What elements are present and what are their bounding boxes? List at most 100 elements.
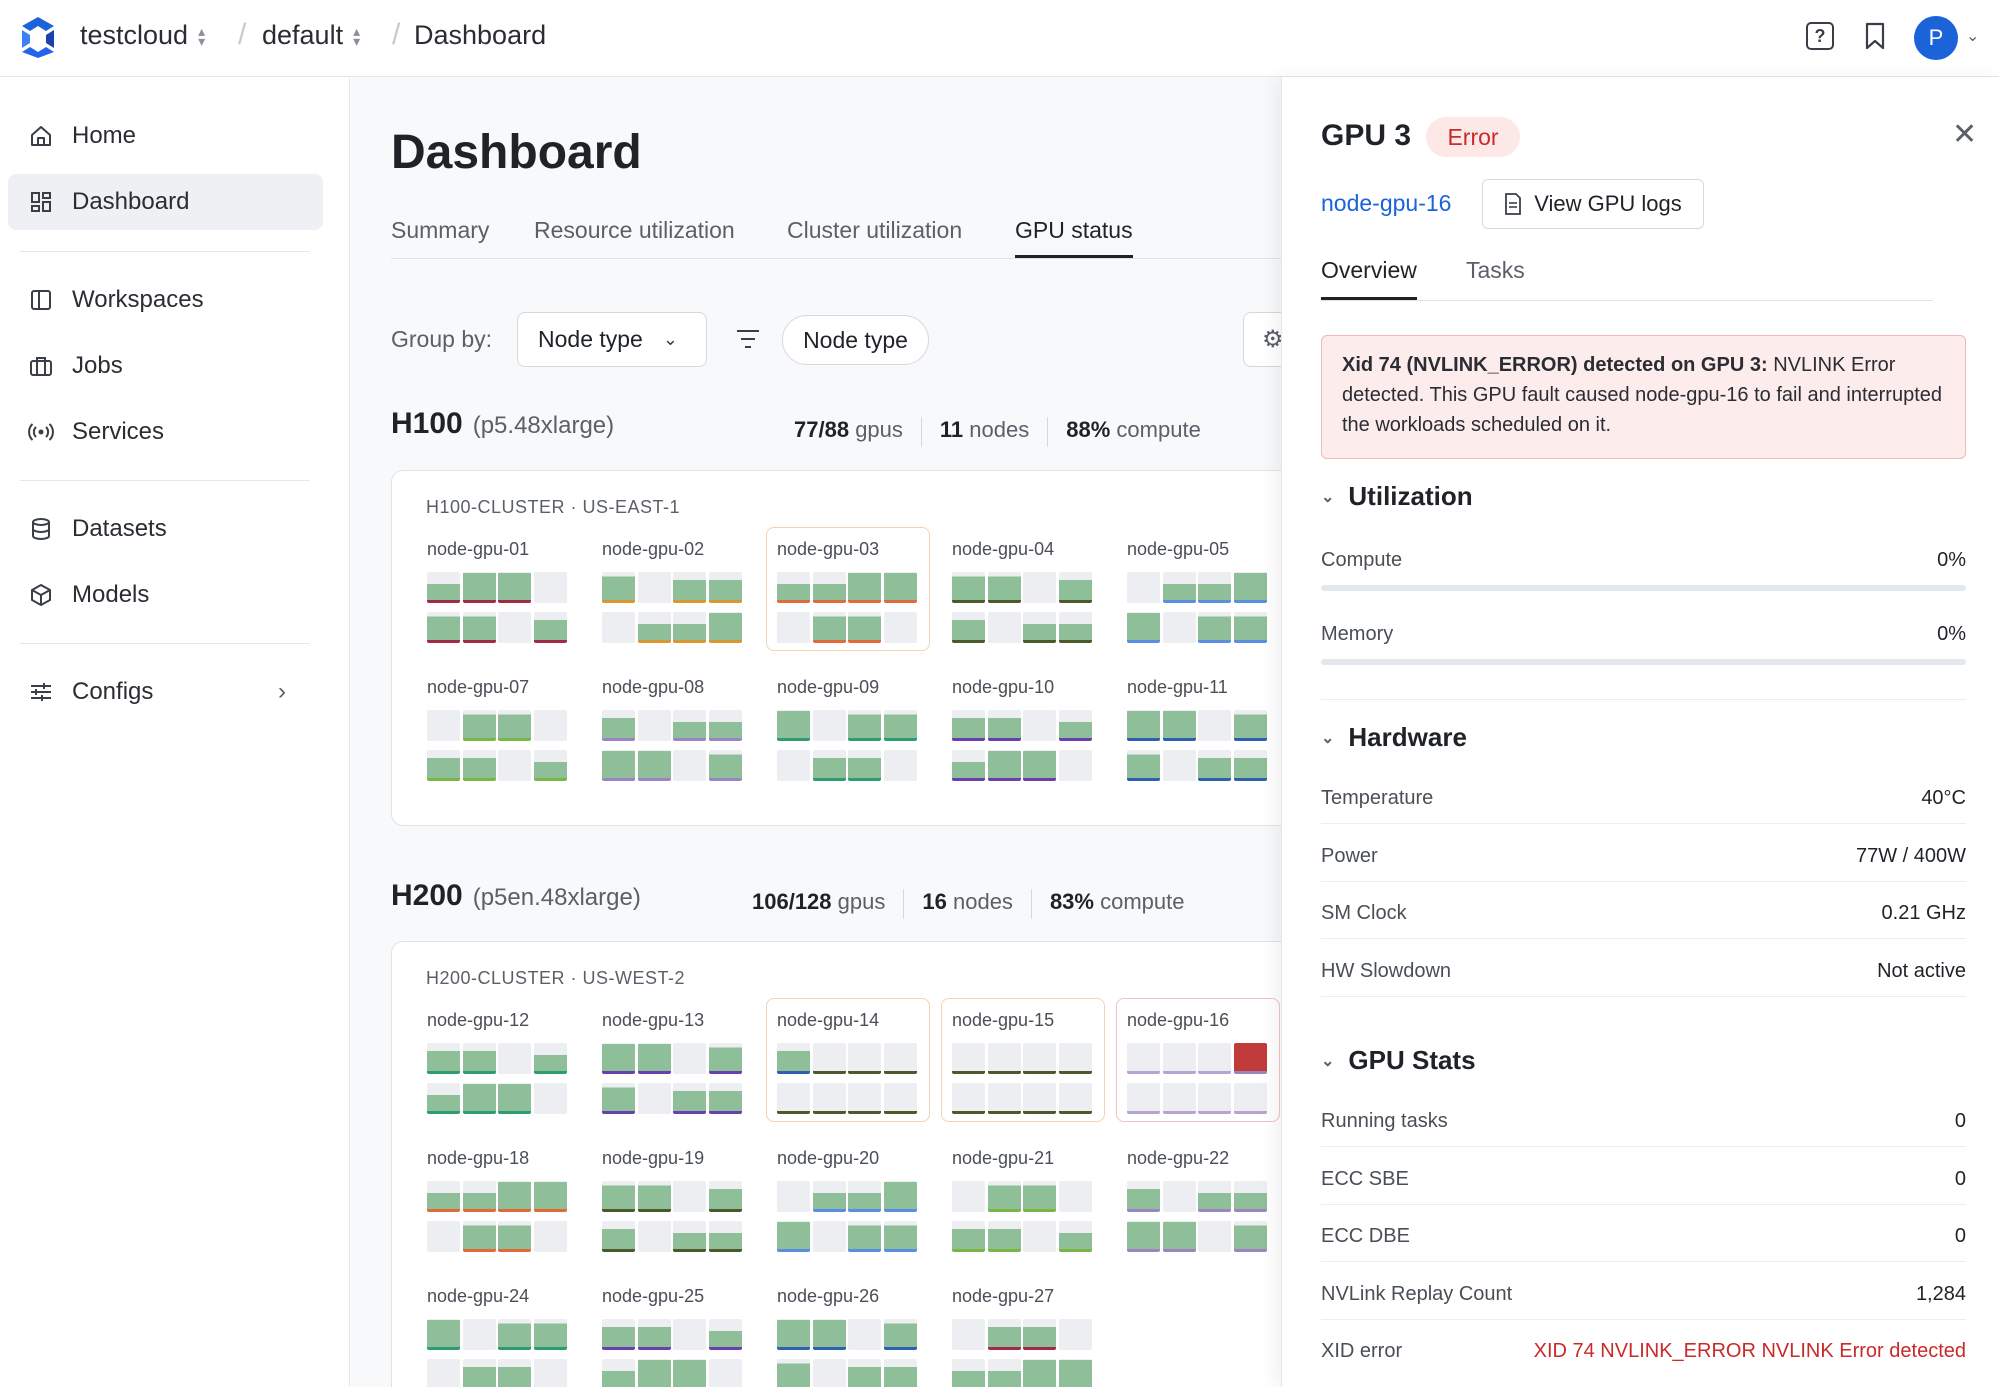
gpu-cell[interactable] [498,1221,531,1252]
close-icon[interactable]: ✕ [1952,118,1978,151]
gpu-cell[interactable] [427,1221,460,1252]
gpu-cell[interactable] [1233,612,1267,643]
view-logs-button[interactable]: View GPU logs [1482,179,1704,229]
breadcrumb-project[interactable]: default ▴ ▾ [262,20,360,51]
gpu-cell[interactable] [1023,1221,1056,1252]
gpu-cell[interactable] [1127,572,1160,603]
node-tile[interactable]: node-gpu-12 [416,998,580,1122]
gpu-cell[interactable] [952,1083,985,1114]
gpu-cell[interactable] [883,1319,917,1350]
gpu-cell[interactable] [987,750,1021,781]
gpu-cell[interactable] [952,1359,985,1387]
gpu-cell[interactable] [1023,750,1056,781]
gpu-cell[interactable] [812,750,846,781]
gpu-cell[interactable] [1058,572,1092,603]
gpu-cell[interactable] [1023,1359,1056,1387]
gpu-cell[interactable] [1233,1221,1267,1252]
node-tile[interactable]: node-gpu-22 [1116,1136,1280,1260]
gpu-cell[interactable] [462,1359,496,1387]
gpu-cell[interactable] [498,612,531,643]
gpu-cell[interactable] [1233,1043,1267,1074]
gpu-cell[interactable] [1023,1319,1056,1350]
gpu-cell[interactable] [602,1043,635,1074]
gpu-cell[interactable] [462,1083,496,1114]
gpu-cell[interactable] [987,1043,1021,1074]
gpu-cell[interactable] [1198,1043,1231,1074]
gpu-cell[interactable] [777,1319,810,1350]
gpu-cell[interactable] [498,1043,531,1074]
gpu-cell[interactable] [987,1181,1021,1212]
node-tile[interactable]: node-gpu-09 [766,665,930,789]
tab-overview[interactable]: Overview [1321,257,1417,300]
gpu-cell[interactable] [1198,1181,1231,1212]
gpu-cell[interactable] [637,1083,671,1114]
sidebar-item-jobs[interactable]: Jobs [8,338,323,394]
gpu-cell[interactable] [708,1319,742,1350]
gpu-cell[interactable] [848,1319,881,1350]
gpu-cell[interactable] [987,1083,1021,1114]
gpu-cell[interactable] [637,1181,671,1212]
gpu-cell[interactable] [952,710,985,741]
sidebar-item-workspaces[interactable]: Workspaces [8,272,323,328]
gpu-cell[interactable] [637,1043,671,1074]
gpu-cell[interactable] [708,1181,742,1212]
gpu-cell[interactable] [533,572,567,603]
gpu-cell[interactable] [498,572,531,603]
gpu-cell[interactable] [1198,612,1231,643]
gpu-cell[interactable] [883,1359,917,1387]
node-link[interactable]: node-gpu-16 [1321,190,1452,216]
section-utilization[interactable]: ⌄ Utilization [1321,481,1473,512]
gpu-cell[interactable] [777,1359,810,1387]
gpu-cell[interactable] [1127,1221,1160,1252]
gpu-cell[interactable] [1023,572,1056,603]
gpu-cell[interactable] [708,710,742,741]
gpu-cell[interactable] [673,1221,706,1252]
gpu-cell[interactable] [1233,572,1267,603]
gpu-cell[interactable] [1162,1043,1196,1074]
gpu-cell[interactable] [812,1181,846,1212]
gpu-cell[interactable] [602,572,635,603]
gpu-cell[interactable] [533,1319,567,1350]
gpu-cell[interactable] [1162,1083,1196,1114]
gpu-cell[interactable] [1058,750,1092,781]
gpu-cell[interactable] [602,1221,635,1252]
gpu-cell[interactable] [883,1181,917,1212]
gpu-cell[interactable] [812,1043,846,1074]
node-tile[interactable]: node-gpu-03 [766,527,930,651]
group-by-select[interactable]: Node type ⌄ [517,312,707,367]
filter-icon[interactable] [735,327,761,356]
gpu-cell[interactable] [708,750,742,781]
gpu-cell[interactable] [637,1359,671,1387]
gpu-cell[interactable] [427,572,460,603]
gpu-cell[interactable] [673,572,706,603]
gpu-cell[interactable] [533,1181,567,1212]
node-tile[interactable]: node-gpu-27 [941,1274,1105,1387]
gpu-cell[interactable] [812,710,846,741]
gpu-cell[interactable] [673,1359,706,1387]
gpu-cell[interactable] [602,1319,635,1350]
gpu-cell[interactable] [637,710,671,741]
gpu-cell[interactable] [462,1221,496,1252]
gpu-cell[interactable] [637,1319,671,1350]
app-logo[interactable] [16,14,60,58]
gpu-cell[interactable] [987,1319,1021,1350]
gpu-cell[interactable] [533,1083,567,1114]
gpu-cell[interactable] [952,1221,985,1252]
gpu-cell[interactable] [952,750,985,781]
gpu-cell[interactable] [602,1181,635,1212]
gpu-cell[interactable] [498,750,531,781]
gpu-cell[interactable] [708,1043,742,1074]
gpu-cell[interactable] [883,1043,917,1074]
gpu-cell[interactable] [848,1359,881,1387]
gpu-cell[interactable] [1058,1083,1092,1114]
gpu-cell[interactable] [952,1181,985,1212]
tab-gpu-status[interactable]: GPU status [1015,217,1133,258]
gpu-cell[interactable] [848,1181,881,1212]
gpu-cell[interactable] [602,1359,635,1387]
gpu-cell[interactable] [1023,612,1056,643]
gpu-cell[interactable] [1162,1181,1196,1212]
gpu-cell[interactable] [1058,1221,1092,1252]
gpu-cell[interactable] [987,1359,1021,1387]
gpu-cell[interactable] [708,1083,742,1114]
gpu-cell[interactable] [498,1181,531,1212]
